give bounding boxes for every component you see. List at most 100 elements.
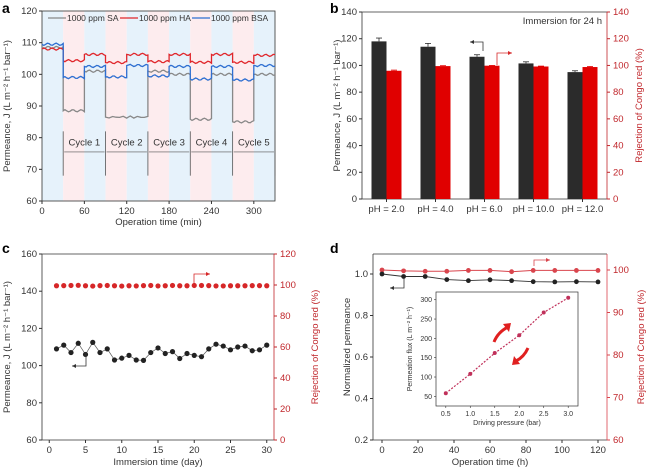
permeance-point xyxy=(104,346,110,352)
y-tick-label: 70 xyxy=(26,164,37,175)
permeance-point xyxy=(242,343,248,349)
bar-permeance xyxy=(420,46,436,199)
permeance-point xyxy=(126,352,132,358)
rejection-point xyxy=(466,268,471,273)
increase-arrow-head xyxy=(503,323,511,332)
y-tick-label: 0.8 xyxy=(355,311,368,322)
x-tick-label: pH = 2.0 xyxy=(368,204,404,215)
rejection-point xyxy=(249,283,255,289)
cycle-label: Cycle 2 xyxy=(111,138,143,149)
rejection-point xyxy=(264,283,270,289)
wash-band xyxy=(169,11,191,201)
permeance-point xyxy=(119,355,125,361)
y-axis-label: Normalized permeance xyxy=(342,298,353,396)
rejection-point xyxy=(133,283,139,289)
y-axis-label: Permeance, J (L m⁻² h⁻¹ bar⁻¹) xyxy=(332,40,343,172)
permeance-point xyxy=(198,354,205,360)
x-tick-label: 15 xyxy=(153,445,164,456)
y2-tick-label: 40 xyxy=(280,373,291,384)
x-tick-label: 240 xyxy=(204,206,220,217)
rejection-point xyxy=(148,282,154,289)
y-tick-label: 100 xyxy=(21,69,37,80)
bar-rejection xyxy=(582,67,598,199)
inset-y-axis-label: Permeation flux (L m⁻² h⁻¹) xyxy=(407,307,414,392)
permeance-point xyxy=(213,341,219,347)
panel-b: pH = 2.0 pH = 4.0 pH = 6.0 pH = 10.0 pH = 12… xyxy=(332,7,645,215)
y2-tick-label: 20 xyxy=(280,404,291,415)
rejection-point xyxy=(220,283,226,289)
permeance-point xyxy=(264,342,270,348)
bar-permeance xyxy=(567,72,583,199)
permeance-point xyxy=(75,340,81,346)
rejection-point xyxy=(97,283,103,289)
panel-label-c: c xyxy=(2,240,10,256)
decrease-arrow-head xyxy=(512,356,520,365)
y2-tick-label: 140 xyxy=(613,7,629,18)
left-axis-arrow xyxy=(390,278,405,289)
inset-point xyxy=(443,391,448,396)
rejection-point xyxy=(61,283,67,289)
y-tick-label: 60 xyxy=(26,196,37,207)
inset-y-tick-label: 250 xyxy=(420,317,432,324)
x-tick-label: pH = 6.0 xyxy=(466,204,502,215)
permeance-point xyxy=(595,279,601,285)
permeance-point xyxy=(97,349,103,356)
rejection-point xyxy=(68,282,74,289)
rejection-point xyxy=(184,283,190,289)
x-tick-label: 0 xyxy=(379,445,384,456)
permeance-point xyxy=(422,274,428,279)
permeance-point xyxy=(177,355,183,362)
y-tick-label: 120 xyxy=(21,323,37,334)
rejection-point xyxy=(104,282,110,289)
inset-x-tick-label: 1.0 xyxy=(465,411,475,418)
x-tick-label: pH = 10.0 xyxy=(513,204,554,215)
rejection-point xyxy=(213,283,219,289)
permeance-point xyxy=(379,271,385,277)
x-axis-label: Operation time (h) xyxy=(452,457,529,468)
rejection-point xyxy=(111,283,118,289)
rejection-point xyxy=(90,283,96,289)
rejection-point xyxy=(191,282,197,289)
y2-tick-label: 100 xyxy=(280,280,296,291)
rejection-point xyxy=(595,268,601,273)
inset-point xyxy=(468,371,473,376)
bar-rejection xyxy=(386,70,402,200)
y2-tick-label: 40 xyxy=(613,141,624,152)
x-tick-label: 0 xyxy=(39,206,44,217)
y2-tick-label: 90 xyxy=(613,308,624,319)
permeance-point xyxy=(256,347,263,353)
x-tick-label: 120 xyxy=(590,445,606,456)
permeance-point xyxy=(552,279,558,285)
x-tick-label: 10 xyxy=(116,445,127,456)
permeance-point xyxy=(53,346,60,352)
permeance-point xyxy=(530,279,536,285)
left-axis-arrow xyxy=(470,41,484,51)
permeance-point xyxy=(90,339,96,345)
panel-label-a: a xyxy=(2,0,10,16)
feed-band xyxy=(147,11,170,201)
panel-label-d: d xyxy=(330,240,339,256)
y-tick-label: 100 xyxy=(341,60,357,71)
inset-y-tick-label: 200 xyxy=(420,336,432,343)
y2-axis-label: Rejection of Congo red (%) xyxy=(310,290,321,405)
rejection-point xyxy=(119,283,125,289)
y2-tick-label: 0 xyxy=(280,435,285,446)
x-tick-label: 80 xyxy=(521,445,532,456)
bar-rejection xyxy=(533,66,549,199)
permeance-point xyxy=(444,277,450,283)
inset-y-tick-label: 100 xyxy=(420,375,432,382)
feed-band xyxy=(232,11,254,201)
rejection-point xyxy=(242,283,248,289)
y2-tick-label: 60 xyxy=(280,342,291,353)
inset-x-axis-label: Driving pressure (bar) xyxy=(473,420,541,427)
right-axis-arrow xyxy=(193,273,210,284)
bar-permeance xyxy=(469,56,485,199)
inset-x-tick-label: 2.0 xyxy=(514,411,524,418)
x-tick-label: 25 xyxy=(225,445,236,456)
y2-tick-label: 100 xyxy=(613,60,629,71)
y2-tick-label: 70 xyxy=(613,393,624,404)
bar-permeance xyxy=(518,63,534,199)
rejection-point xyxy=(379,267,385,273)
rejection-point xyxy=(574,268,579,273)
